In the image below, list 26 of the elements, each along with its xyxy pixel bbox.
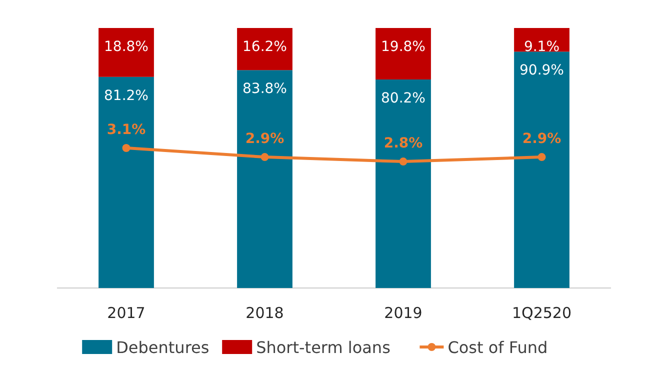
bar — [98, 28, 154, 77]
data-label: 16.2% — [242, 39, 287, 55]
data-label: 2.9% — [522, 131, 562, 148]
data-label: 18.8% — [104, 39, 148, 55]
data-label: 2.8% — [384, 136, 423, 152]
bar — [514, 52, 570, 288]
data-label: 83.8% — [242, 81, 287, 98]
bar — [376, 79, 431, 288]
legend-label: Short-term loans — [256, 338, 390, 357]
legend-label: Debentures — [116, 338, 210, 357]
data-label: 90.9% — [520, 62, 564, 79]
x-tick-label: 1Q2520 — [512, 304, 572, 322]
bar — [98, 76, 154, 288]
data-label: 19.8% — [381, 39, 426, 55]
bar — [237, 70, 292, 288]
data-label: 3.1% — [106, 122, 146, 138]
bar — [237, 28, 292, 70]
legend-label: Cost of Fund — [448, 338, 548, 357]
x-tick-label: 2019 — [384, 304, 422, 322]
data-label: 9.1% — [524, 39, 560, 55]
bar — [376, 28, 431, 80]
x-tick-label: 2018 — [246, 304, 284, 322]
data-label: 80.2% — [381, 90, 426, 106]
data-label: 81.2% — [104, 88, 148, 104]
data-label: 2.9% — [245, 131, 284, 148]
x-tick-label: 2017 — [107, 304, 146, 322]
